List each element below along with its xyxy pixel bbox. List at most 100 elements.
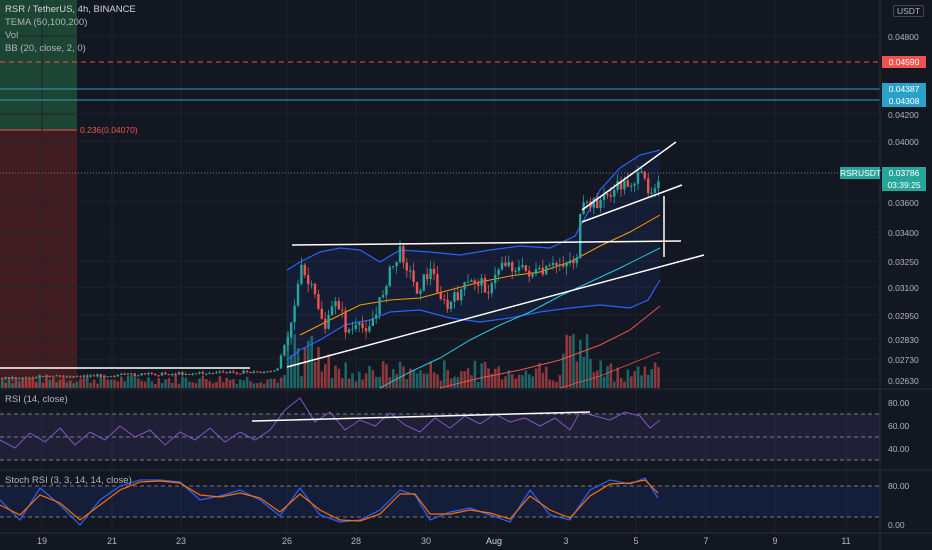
- candle: [351, 321, 354, 335]
- candle: [194, 372, 198, 375]
- candle: [96, 373, 99, 379]
- candle: [344, 307, 347, 340]
- volume-bar: [171, 382, 174, 388]
- volume-bar: [463, 371, 466, 388]
- volume-bar: [205, 379, 208, 388]
- indicator-bb[interactable]: BB (20, close, 2, 0): [5, 43, 86, 54]
- volume-bar: [531, 376, 534, 388]
- stoch-title[interactable]: Stoch RSI (3, 3, 14, 14, close): [5, 475, 132, 486]
- volume-bar: [300, 376, 303, 388]
- trendline-wedge-top[interactable]: [581, 141, 677, 211]
- trendline-wedge-bottom[interactable]: [581, 184, 683, 223]
- currency-label[interactable]: USDT: [893, 5, 925, 17]
- tema-50: [299, 214, 661, 336]
- candle: [75, 374, 79, 378]
- volume-bar: [528, 374, 531, 388]
- price-tag-teal-bottom[interactable]: 0.04308: [882, 95, 926, 107]
- volume-bar: [31, 378, 35, 388]
- volume-bar: [412, 369, 415, 388]
- candle: [41, 375, 45, 377]
- candle: [86, 373, 89, 378]
- stoch-band: [0, 486, 880, 517]
- volume-bar: [541, 372, 545, 388]
- volume-bar: [453, 376, 456, 388]
- volume-bar: [188, 381, 191, 388]
- candle: [45, 375, 48, 378]
- volume-bar: [633, 371, 636, 388]
- candle: [262, 370, 266, 374]
- candle: [337, 297, 340, 310]
- volume-bar: [55, 382, 58, 388]
- volume-bar: [130, 374, 133, 388]
- candle: [82, 374, 85, 378]
- volume-bar: [232, 379, 235, 388]
- price-tag-red[interactable]: 0.04590: [882, 56, 926, 68]
- trendline-resistance[interactable]: [291, 240, 682, 246]
- indicator-tema[interactable]: TEMA (50,100,200): [5, 17, 88, 28]
- candle: [378, 297, 381, 320]
- price-tag-teal-top[interactable]: 0.04387: [882, 83, 926, 95]
- candle: [147, 372, 150, 376]
- candle: [626, 172, 629, 188]
- rsi-title[interactable]: RSI (14, close): [5, 394, 68, 405]
- candle: [558, 257, 561, 272]
- candle: [65, 375, 68, 378]
- rsi-tick: 40.00: [888, 444, 910, 454]
- last-price-tag[interactable]: 0.03786: [882, 167, 926, 179]
- candle: [470, 278, 473, 282]
- candle: [483, 274, 487, 293]
- time-tick: Aug: [485, 536, 503, 546]
- candle: [31, 376, 34, 379]
- volume-bar: [487, 368, 490, 388]
- candle: [619, 176, 623, 197]
- symbol-tag[interactable]: RSRUSDT: [840, 167, 882, 179]
- candle: [575, 253, 578, 268]
- candle: [327, 309, 330, 330]
- candle: [531, 273, 534, 279]
- candle: [432, 261, 436, 281]
- volume-bar: [273, 378, 276, 388]
- candle: [647, 172, 650, 199]
- volume-bar: [347, 378, 351, 388]
- candle: [188, 373, 191, 375]
- volume-bar: [351, 373, 354, 388]
- volume-bar: [143, 381, 147, 388]
- volume-bar: [500, 379, 504, 388]
- candle: [222, 370, 225, 374]
- candle: [28, 376, 31, 379]
- volume-bar: [439, 380, 443, 388]
- volume-bar: [45, 374, 48, 388]
- candle: [21, 377, 24, 380]
- indicator-vol[interactable]: Vol: [5, 30, 19, 41]
- candle: [449, 300, 453, 313]
- volume-bar: [82, 377, 86, 388]
- volume-bar: [113, 379, 116, 388]
- volume-bar: [14, 378, 18, 388]
- trendline-support[interactable]: [286, 254, 705, 368]
- candle: [300, 257, 303, 286]
- candle: [133, 372, 136, 377]
- volume-bar: [290, 355, 293, 388]
- time-tick: 7: [703, 536, 709, 546]
- candle: [463, 281, 466, 297]
- volume-bar: [147, 377, 150, 388]
- volume-bar: [215, 381, 218, 388]
- candle: [320, 300, 323, 320]
- candle: [92, 373, 96, 377]
- price-tick: 0.02730: [888, 355, 919, 365]
- volume-bar: [320, 371, 324, 388]
- candle: [286, 336, 289, 352]
- volume-bar: [116, 381, 120, 388]
- candle: [11, 375, 14, 381]
- volume-bar: [126, 375, 130, 388]
- fib-zone-red: [0, 130, 77, 388]
- time-tick: 23: [175, 536, 187, 546]
- volume-bar: [160, 383, 164, 388]
- candle: [55, 374, 58, 377]
- candle: [426, 267, 429, 285]
- rsi-divergence-line[interactable]: [251, 411, 591, 422]
- candle: [35, 376, 38, 379]
- candle: [228, 370, 232, 374]
- volume-bar: [538, 362, 541, 388]
